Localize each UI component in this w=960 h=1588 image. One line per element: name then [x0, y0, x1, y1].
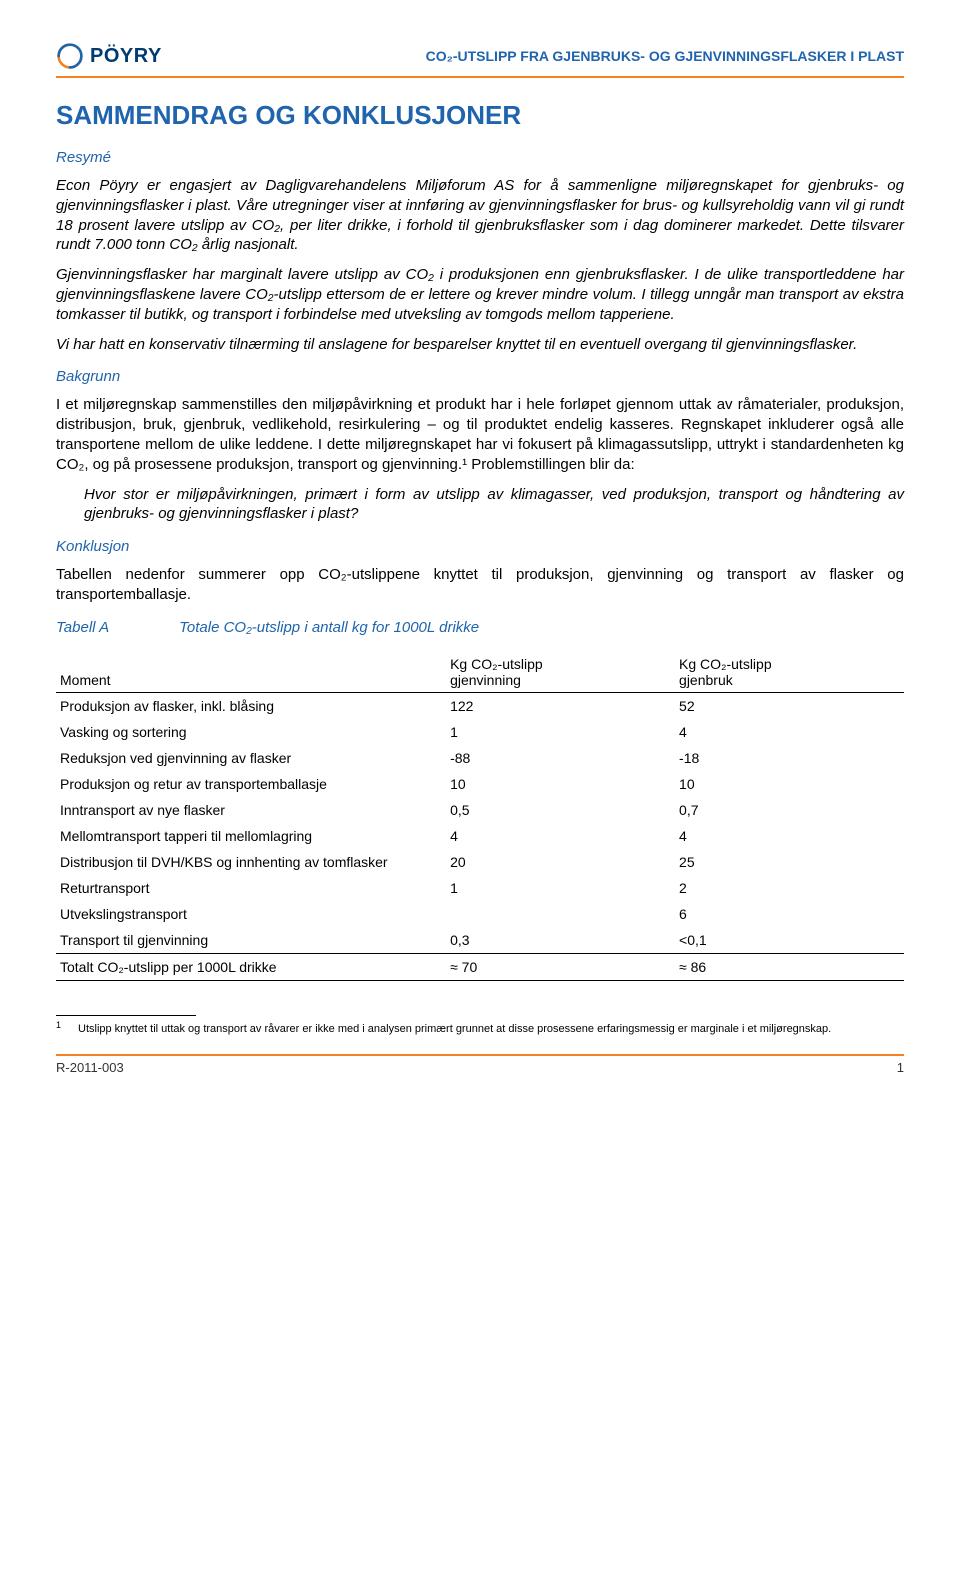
- page-header: PÖYRY CO₂-UTSLIPP FRA GJENBRUKS- OG GJEN…: [56, 42, 904, 70]
- cell-moment: Distribusjon til DVH/KBS og innhenting a…: [56, 849, 446, 875]
- cell-gjenvinning: 1: [446, 875, 675, 901]
- table-row: Distribusjon til DVH/KBS og innhenting a…: [56, 849, 904, 875]
- cell-total-gjenvinning: ≈ 70: [446, 953, 675, 980]
- cell-gjenbruk: 6: [675, 901, 904, 927]
- footnote-rule: [56, 1015, 196, 1016]
- table-total-row: Totalt CO₂-utslipp per 1000L drikke≈ 70≈…: [56, 953, 904, 980]
- footer-right: 1: [897, 1060, 904, 1075]
- table-row: Vasking og sortering14: [56, 719, 904, 745]
- cell-moment: Utvekslingstransport: [56, 901, 446, 927]
- cell-moment: Returtransport: [56, 875, 446, 901]
- cell-gjenvinning: 0,3: [446, 927, 675, 954]
- cell-gjenbruk: 0,7: [675, 797, 904, 823]
- section-resyme-label: Resymé: [56, 149, 904, 166]
- cell-gjenvinning: -88: [446, 745, 675, 771]
- cell-moment: Reduksjon ved gjenvinning av flasker: [56, 745, 446, 771]
- cell-gjenvinning: [446, 901, 675, 927]
- cell-moment: Produksjon av flasker, inkl. blåsing: [56, 692, 446, 719]
- cell-gjenbruk: 4: [675, 823, 904, 849]
- footnote-number: 1: [56, 1020, 61, 1032]
- bakgrunn-paragraph-1: I et miljøregnskap sammenstilles den mil…: [56, 395, 904, 474]
- table-row: Utvekslingstransport 6: [56, 901, 904, 927]
- cell-gjenvinning: 10: [446, 771, 675, 797]
- page-title: SAMMENDRAG OG KONKLUSJONER: [56, 100, 904, 131]
- cell-moment: Mellomtransport tapperi til mellomlagrin…: [56, 823, 446, 849]
- footnote-1: 1 Utslipp knyttet til uttak og transport…: [56, 1022, 904, 1036]
- table-row: Inntransport av nye flasker0,50,7: [56, 797, 904, 823]
- logo-text: PÖYRY: [90, 45, 162, 68]
- table-caption: Tabell A Totale CO₂-utslipp i antall kg …: [56, 619, 904, 636]
- konklusjon-paragraph-1: Tabellen nedenfor summerer opp CO₂-utsli…: [56, 565, 904, 605]
- table-row: Produksjon og retur av transportemballas…: [56, 771, 904, 797]
- resyme-paragraph-2: Gjenvinningsflasker har marginalt lavere…: [56, 265, 904, 324]
- cell-gjenbruk: -18: [675, 745, 904, 771]
- cell-gjenvinning: 0,5: [446, 797, 675, 823]
- cell-moment: Inntransport av nye flasker: [56, 797, 446, 823]
- header-rule: [56, 76, 904, 78]
- cell-moment: Produksjon og retur av transportemballas…: [56, 771, 446, 797]
- footer-rule: [56, 1054, 904, 1056]
- table-label: Tabell A: [56, 619, 109, 636]
- table-row: Mellomtransport tapperi til mellomlagrin…: [56, 823, 904, 849]
- emissions-table: Moment Kg CO₂-utslipp gjenvinning Kg CO₂…: [56, 650, 904, 981]
- table-row: Reduksjon ved gjenvinning av flasker-88-…: [56, 745, 904, 771]
- footer-left: R-2011-003: [56, 1060, 124, 1075]
- logo-swirl-icon: [56, 42, 84, 70]
- cell-gjenbruk: <0,1: [675, 927, 904, 954]
- cell-gjenvinning: 1: [446, 719, 675, 745]
- bakgrunn-quote: Hvor stor er miljøpåvirkningen, primært …: [84, 485, 904, 525]
- brand-logo: PÖYRY: [56, 42, 162, 70]
- cell-gjenvinning: 20: [446, 849, 675, 875]
- table-title: Totale CO₂-utslipp i antall kg for 1000L…: [179, 619, 479, 636]
- cell-total-gjenbruk: ≈ 86: [675, 953, 904, 980]
- resyme-paragraph-3: Vi har hatt en konservativ tilnærming ti…: [56, 335, 904, 355]
- cell-gjenvinning: 4: [446, 823, 675, 849]
- resyme-paragraph-1: Econ Pöyry er engasjert av Dagligvarehan…: [56, 176, 904, 255]
- cell-gjenvinning: 122: [446, 692, 675, 719]
- table-header-gjenvinning: Kg CO₂-utslipp gjenvinning: [446, 650, 675, 693]
- cell-gjenbruk: 25: [675, 849, 904, 875]
- table-row: Returtransport12: [56, 875, 904, 901]
- table-row: Produksjon av flasker, inkl. blåsing1225…: [56, 692, 904, 719]
- running-header-title: CO₂-UTSLIPP FRA GJENBRUKS- OG GJENVINNIN…: [426, 48, 904, 64]
- cell-gjenbruk: 4: [675, 719, 904, 745]
- section-bakgrunn-label: Bakgrunn: [56, 368, 904, 385]
- section-konklusjon-label: Konklusjon: [56, 538, 904, 555]
- cell-gjenbruk: 2: [675, 875, 904, 901]
- table-header-moment: Moment: [56, 650, 446, 693]
- table-header-gjenbruk: Kg CO₂-utslipp gjenbruk: [675, 650, 904, 693]
- page-footer: R-2011-003 1: [56, 1060, 904, 1075]
- cell-gjenbruk: 10: [675, 771, 904, 797]
- footnote-text: Utslipp knyttet til uttak og transport a…: [78, 1023, 831, 1035]
- cell-moment: Transport til gjenvinning: [56, 927, 446, 954]
- table-row: Transport til gjenvinning0,3<0,1: [56, 927, 904, 954]
- cell-gjenbruk: 52: [675, 692, 904, 719]
- cell-total-moment: Totalt CO₂-utslipp per 1000L drikke: [56, 953, 446, 980]
- cell-moment: Vasking og sortering: [56, 719, 446, 745]
